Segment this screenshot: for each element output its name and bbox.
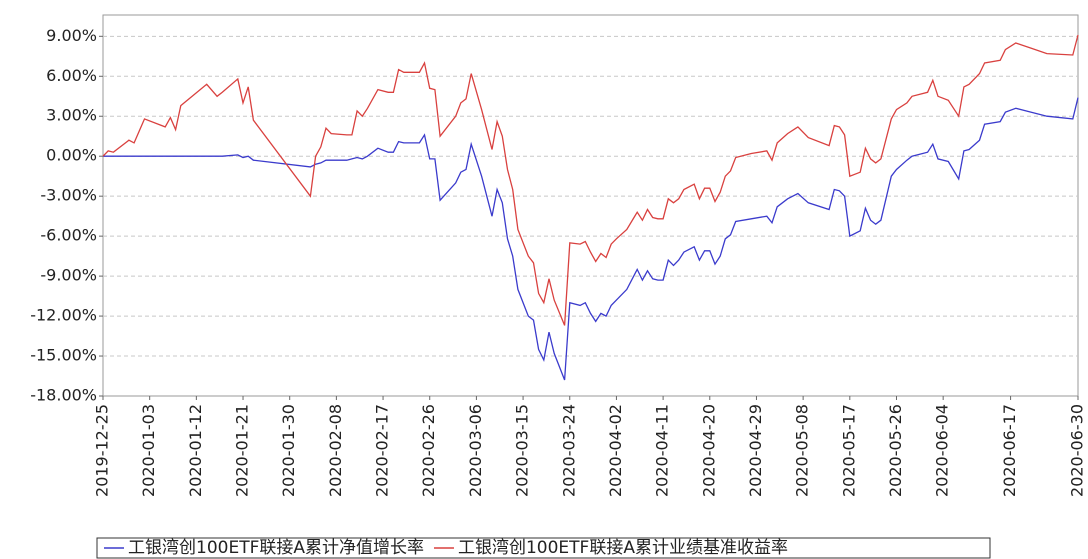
x-tick-label: 2020-05-26: [886, 404, 905, 497]
y-tick-label: 0.00%: [46, 146, 97, 165]
y-tick-label: -6.00%: [40, 226, 97, 245]
y-tick-label: -15.00%: [30, 346, 97, 365]
x-tick-label: 2020-01-03: [139, 404, 158, 497]
x-tick-label: 2020-04-20: [699, 404, 718, 497]
x-tick-label: 2020-03-15: [513, 404, 532, 497]
x-tick-label: 2020-01-21: [233, 404, 252, 497]
y-tick-label: 3.00%: [46, 106, 97, 125]
x-tick-label: 2020-02-17: [373, 404, 392, 497]
plot-frame: [102, 14, 1079, 397]
x-tick-label: 2020-06-30: [1068, 404, 1087, 497]
x-tick-label: 2020-04-29: [746, 404, 765, 497]
y-tick-label: -3.00%: [40, 186, 97, 205]
x-tick-label: 2020-06-04: [933, 404, 952, 497]
x-tick-label: 2020-06-17: [1000, 404, 1019, 497]
x-tick-label: 2020-04-02: [606, 404, 625, 497]
x-tick-label: 2020-05-17: [839, 404, 858, 497]
legend-label: 工银湾创100ETF联接A累计净值增长率: [128, 538, 424, 558]
y-tick-label: 9.00%: [46, 26, 97, 45]
x-tick-label: 2020-05-08: [793, 404, 812, 497]
x-tick-label: 2020-02-26: [419, 404, 438, 497]
x-tick-label: 2020-04-11: [653, 404, 672, 497]
x-tick-label: 2020-01-12: [186, 404, 205, 497]
y-tick-label: -12.00%: [30, 306, 97, 325]
series-line: [103, 97, 1079, 381]
x-tick-label: 2020-02-08: [326, 404, 345, 497]
legend-box: [96, 537, 991, 559]
x-tick-label: 2019-12-25: [93, 404, 112, 497]
legend-label: 工银湾创100ETF联接A累计业绩基准收益率: [458, 538, 788, 558]
series-line: [102, 34, 1079, 326]
y-tick-label: -18.00%: [30, 386, 97, 405]
x-tick-label: 2020-01-30: [279, 404, 298, 497]
y-tick-label: 6.00%: [46, 66, 97, 85]
x-tick-label: 2020-03-06: [466, 404, 485, 497]
y-tick-label: -9.00%: [40, 266, 97, 285]
x-tick-label: 2020-03-24: [559, 404, 578, 497]
